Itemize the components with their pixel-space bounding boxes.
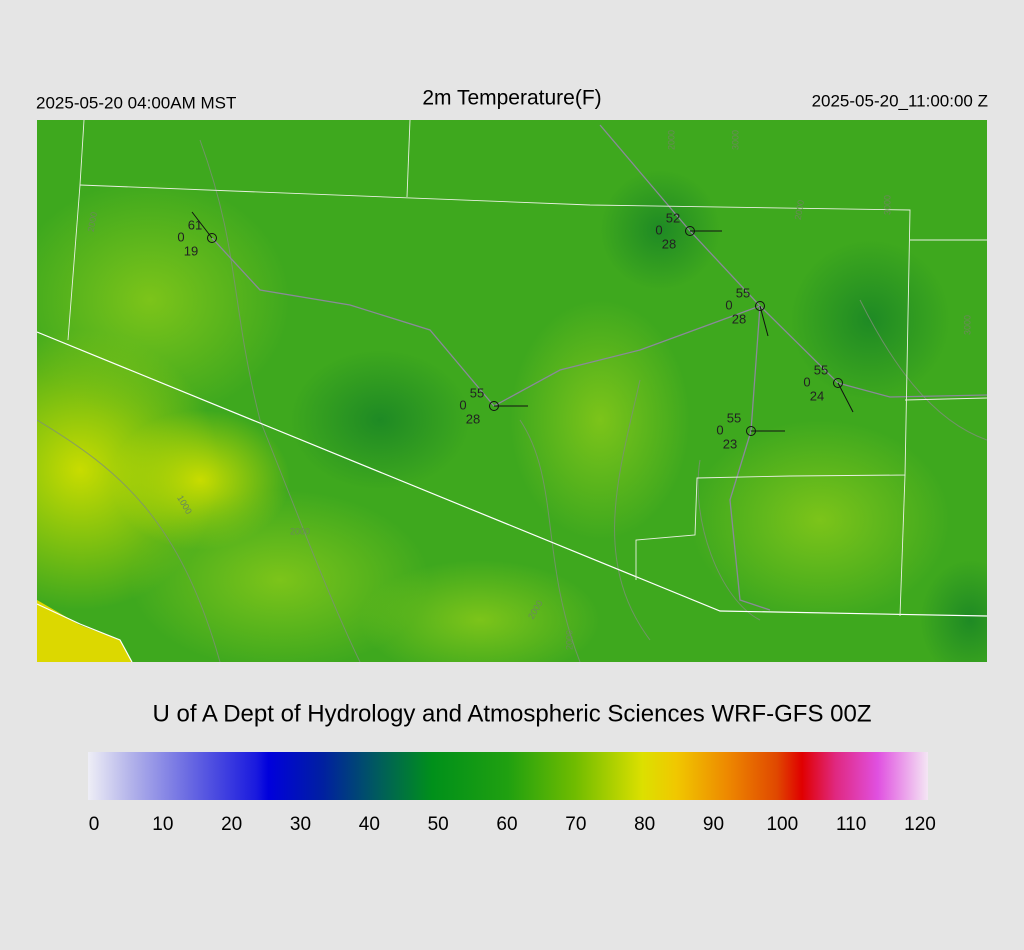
contour-label: 2000	[666, 130, 676, 150]
colorbar-tick-label: 100	[766, 814, 798, 835]
wind-barb	[759, 305, 769, 337]
temperature: 52	[666, 210, 680, 225]
contour-label: 2000	[793, 199, 806, 220]
colorbar-tick-label: 90	[703, 814, 724, 835]
local-time: 2025-05-20 04:00AM MST	[36, 93, 236, 112]
colorbar-tick-label: 50	[428, 814, 449, 835]
cloud-cover: 0	[716, 422, 723, 437]
station: 52 028	[655, 210, 722, 251]
temperature: 55	[727, 410, 741, 425]
dewpoint: 23	[723, 436, 737, 451]
dewpoint: 19	[184, 243, 198, 258]
dewpoint: 28	[662, 236, 676, 251]
station-circle	[833, 378, 843, 388]
cloud-cover: 0	[725, 297, 732, 312]
colorbar-tick-label: 120	[904, 814, 936, 835]
wind-barb	[837, 382, 854, 413]
colorbar-tick-label: 60	[496, 814, 517, 835]
dewpoint: 24	[810, 388, 824, 403]
temperature: 61	[188, 217, 202, 232]
title: 2m Temperature(F)	[422, 87, 601, 110]
colorbar-tick-label: 0	[89, 814, 100, 835]
cloud-cover: 0	[803, 374, 810, 389]
utc-time: 2025-05-20_11:00:00 Z	[812, 91, 988, 110]
colorbar-ticks: 0 10 20 30 40 50 60 70 80 90 100 110 120	[89, 814, 936, 835]
station: 61 019	[177, 211, 217, 258]
map	[37, 120, 987, 662]
contour-label: 3000	[730, 130, 740, 150]
station-circle	[755, 301, 765, 311]
station: 55 024	[803, 362, 854, 413]
colorbar-tick-label: 80	[634, 814, 655, 835]
contour-label: 2000	[290, 526, 310, 536]
contour-label: 2000	[86, 211, 99, 232]
cloud-cover: 0	[655, 222, 662, 237]
colorbar	[88, 752, 928, 800]
colorbar-tick-label: 70	[565, 814, 586, 835]
wind-barb	[191, 211, 213, 239]
colorbar-tick-label: 20	[221, 814, 242, 835]
station-circle	[207, 233, 217, 243]
station-circle	[489, 401, 499, 411]
station: 55 028	[725, 285, 769, 337]
contour-label: 3000	[962, 315, 972, 335]
temperature: 55	[736, 285, 750, 300]
station: 55 028	[459, 385, 528, 426]
cloud-cover: 0	[177, 229, 184, 244]
colorbar-tick-label: 40	[359, 814, 380, 835]
colorbar-tick-label: 110	[836, 814, 866, 835]
cloud-cover: 0	[459, 397, 466, 412]
dewpoint: 28	[732, 311, 746, 326]
colorbar-tick-label: 30	[290, 814, 311, 835]
station: 55 023	[716, 410, 785, 451]
station-circle	[746, 426, 756, 436]
temperature: 55	[470, 385, 484, 400]
caption: U of A Dept of Hydrology and Atmospheric…	[153, 700, 872, 727]
station-circle	[685, 226, 695, 236]
contour-label: 3000	[882, 195, 892, 215]
dewpoint: 28	[466, 411, 480, 426]
temperature: 55	[814, 362, 828, 377]
colorbar-tick-label: 10	[152, 814, 173, 835]
contour-label: 2000	[564, 630, 574, 650]
